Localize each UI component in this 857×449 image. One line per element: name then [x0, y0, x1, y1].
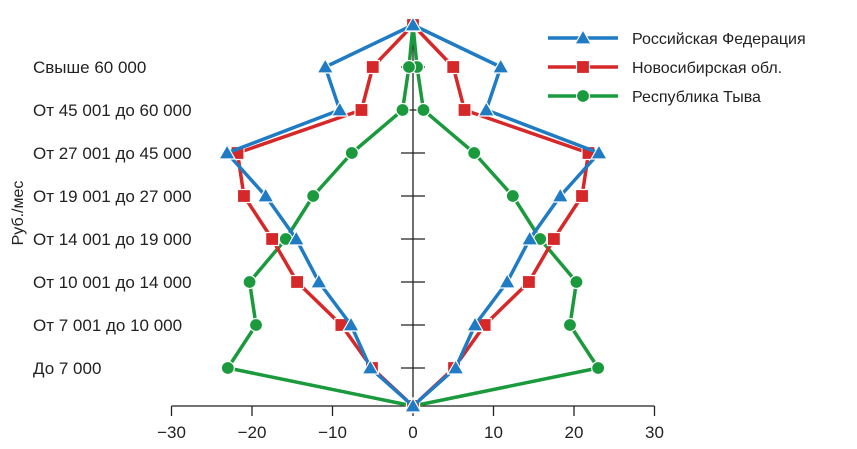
data-point	[591, 360, 606, 376]
data-point	[236, 188, 252, 204]
legend-marker	[575, 59, 591, 75]
data-point	[416, 102, 431, 118]
x-tick-label: 10	[484, 423, 503, 442]
data-point	[287, 229, 306, 246]
x-tick-label: −20	[238, 423, 267, 442]
legend-label: Республика Тыва	[632, 89, 761, 106]
data-point	[446, 59, 461, 75]
data-point	[446, 358, 465, 375]
legend-label: Российская Федерация	[632, 31, 806, 48]
legend-item: Республика Тыва	[548, 88, 761, 106]
data-point	[265, 231, 280, 247]
axis-layer	[170, 19, 656, 416]
data-point	[403, 15, 423, 32]
x-tick-label: 0	[408, 423, 417, 442]
data-point	[309, 272, 328, 289]
data-point	[220, 360, 235, 376]
data-point	[520, 229, 539, 246]
x-tick-label: 30	[645, 423, 664, 442]
data-point	[589, 143, 608, 160]
x-tick-label: −30	[157, 423, 186, 442]
data-point	[465, 315, 485, 332]
data-point	[505, 188, 520, 204]
category-label: От 14 001 до 19 000	[33, 230, 192, 249]
category-label: От 10 001 до 14 000	[33, 273, 192, 292]
legend-item: Новосибирская обл.	[548, 59, 782, 77]
data-point	[242, 274, 257, 290]
legend-label: Новосибирская обл.	[632, 60, 782, 77]
series-group	[218, 15, 608, 413]
data-point	[574, 188, 590, 204]
category-label: От 7 001 до 10 000	[33, 316, 182, 335]
data-point	[498, 272, 517, 289]
data-point	[354, 102, 369, 118]
y-axis-label: Руб./мес	[10, 181, 27, 246]
legend: Российская Федерация Новосибирская обл. Ре…	[548, 28, 806, 106]
category-label: Свыше 60 000	[33, 58, 146, 77]
data-point	[341, 315, 361, 332]
data-point	[365, 59, 380, 75]
data-point	[521, 274, 537, 290]
legend-marker	[573, 28, 593, 45]
data-point	[344, 145, 359, 161]
data-point	[457, 102, 472, 118]
category-label: От 45 001 до 60 000	[33, 101, 192, 120]
data-point	[491, 57, 510, 74]
data-point	[330, 100, 349, 117]
data-point	[569, 274, 584, 290]
category-label: До 7 000	[33, 359, 101, 378]
data-point	[467, 145, 482, 161]
data-point	[477, 100, 496, 117]
series-layer	[218, 15, 608, 414]
label-layer: −30 −20 −10 0 10 20 30 До 7 000 От 7 001 до 10 0…	[33, 58, 664, 442]
category-label: От 19 001 до 27 000	[33, 187, 192, 206]
data-point	[248, 317, 264, 333]
data-point	[218, 143, 237, 160]
data-point	[289, 274, 305, 290]
data-point	[306, 188, 321, 204]
x-tick-label: −10	[318, 423, 347, 442]
data-point	[403, 396, 423, 413]
legend-item: Российская Федерация	[548, 28, 806, 48]
data-point	[551, 186, 570, 203]
data-point	[546, 231, 561, 247]
data-point	[395, 102, 410, 118]
data-point	[256, 186, 275, 203]
legend-marker	[575, 88, 591, 104]
data-point	[562, 317, 578, 333]
category-label: От 27 001 до 45 000	[33, 144, 192, 163]
data-point	[361, 358, 380, 375]
x-tick-label: 20	[565, 423, 584, 442]
data-point	[316, 57, 335, 74]
data-point	[401, 59, 417, 75]
